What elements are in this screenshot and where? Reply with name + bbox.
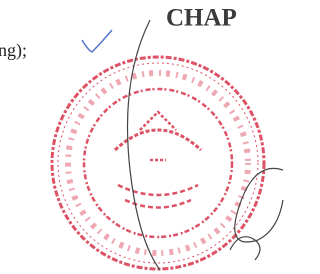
heading: CHAP (166, 5, 237, 32)
page: CHAP ng); (() => { const data = JSON.par… (0, 0, 285, 274)
body-text: ng); (0, 40, 27, 61)
scan: CHAP ng); (0, 0, 285, 274)
